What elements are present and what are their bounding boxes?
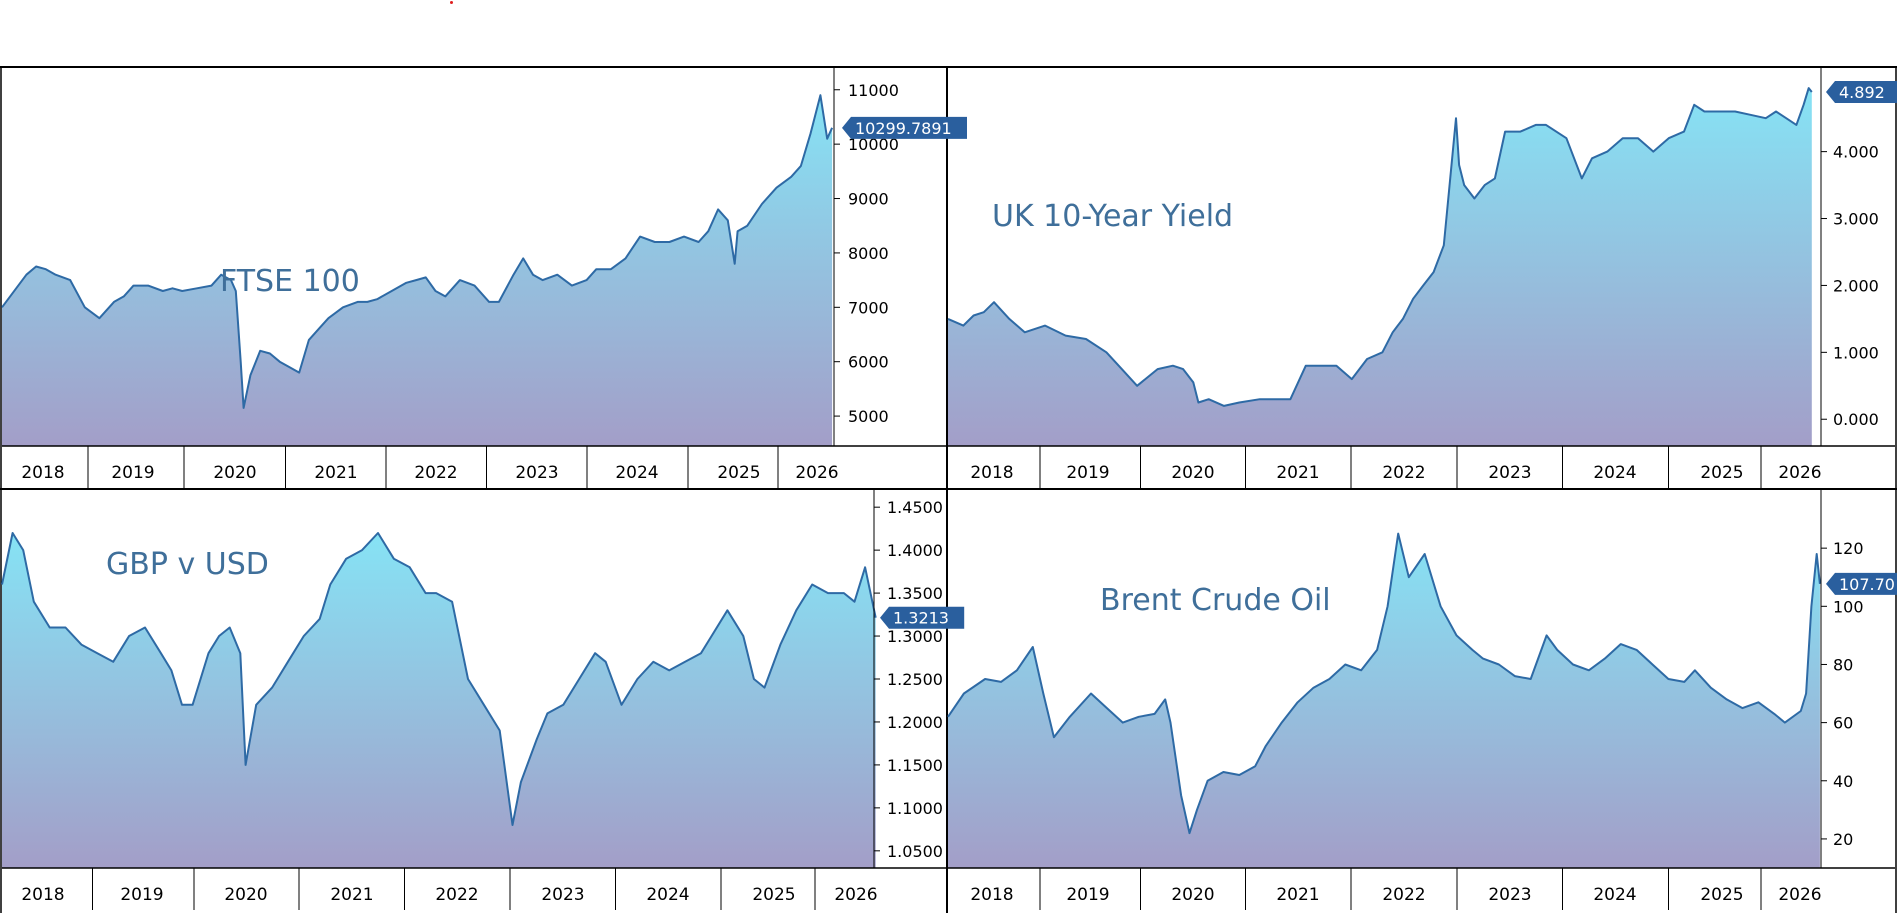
x-tick-label: 2024: [1593, 463, 1636, 483]
last-value-badge: [1826, 572, 1897, 595]
y-tick-label: 20: [1833, 830, 1853, 849]
y-tick-label: 60: [1833, 714, 1853, 733]
x-tick-label: 2026: [834, 885, 877, 905]
y-tick-label: 8000: [848, 244, 889, 263]
x-tick-label: 2022: [414, 463, 457, 483]
chart-panel-2: 2018 2019 2020 2021 2022 2023 2024 2025 2026 0.00…: [947, 68, 1897, 488]
x-tick-label: 2025: [752, 885, 795, 905]
last-value-label: 1.3213: [893, 609, 949, 628]
x-tick-label: 2025: [1700, 463, 1743, 483]
x-tick-label: 2023: [1488, 885, 1531, 905]
last-value-label: 10299.7891: [855, 119, 952, 138]
y-tick-label: 4.000: [1833, 143, 1879, 162]
y-tick-label: 40: [1833, 772, 1853, 791]
x-tick-label: 2025: [1700, 885, 1743, 905]
last-value-badge: [1826, 80, 1897, 103]
y-tick-label: 1.1500: [887, 756, 943, 775]
series-area: [948, 533, 1820, 868]
y-tick-label: 1.3500: [887, 584, 943, 603]
x-tick-label: 2026: [1778, 885, 1821, 905]
x-tick-label: 2020: [224, 885, 267, 905]
y-tick-label: 1.1000: [887, 799, 943, 818]
last-value-badge: [842, 116, 967, 139]
x-tick-label: 2021: [314, 463, 357, 483]
x-tick-label: 2021: [1276, 885, 1319, 905]
y-tick-label: 1.2500: [887, 670, 943, 689]
y-tick-label: 3.000: [1833, 210, 1879, 229]
x-tick-label: 2020: [1171, 463, 1214, 483]
y-tick-label: 0.000: [1833, 410, 1879, 429]
x-tick-label: 2019: [111, 463, 154, 483]
series-line: [947, 87, 1813, 407]
y-tick-label: 10000: [848, 135, 899, 154]
x-tick-label: 2023: [515, 463, 558, 483]
y-tick-label: 9000: [848, 190, 889, 209]
chart-panel-3: 2018 2019 2020 2021 2022 2023 2024 2025 2026 1.05…: [1, 490, 965, 910]
x-tick-label: 2022: [435, 885, 478, 905]
y-tick-label: 5000: [848, 407, 889, 426]
y-tick-label: 1.2000: [887, 713, 943, 732]
series-area: [948, 88, 1812, 446]
x-tick-label: 2023: [541, 885, 584, 905]
chart-title: Brent Crude Oil: [1100, 583, 1331, 618]
y-tick-label: 1.4500: [887, 498, 943, 517]
last-value-badge: [880, 606, 965, 629]
x-tick-label: 2020: [1171, 885, 1214, 905]
chart-title: FTSE 100: [220, 264, 360, 299]
y-tick-label: 1.4000: [887, 541, 943, 560]
y-tick-label: 6000: [848, 353, 889, 372]
chart-title: UK 10-Year Yield: [992, 199, 1233, 234]
x-tick-label: 2021: [1276, 463, 1319, 483]
y-tick-label: 1.3000: [887, 627, 943, 646]
x-tick-label: 2018: [970, 885, 1013, 905]
x-tick-label: 2023: [1488, 463, 1531, 483]
x-tick-label: 2020: [213, 463, 256, 483]
x-tick-label: 2019: [120, 885, 163, 905]
x-tick-label: 2021: [330, 885, 373, 905]
x-tick-label: 2026: [1778, 463, 1821, 483]
last-value-label: 107.70: [1839, 575, 1895, 594]
x-tick-label: 2024: [646, 885, 689, 905]
x-tick-label: 2026: [795, 463, 838, 483]
x-tick-label: 2024: [1593, 885, 1636, 905]
series-line: [947, 532, 1821, 835]
last-value-label: 4.892: [1839, 83, 1885, 102]
x-tick-label: 2022: [1382, 885, 1425, 905]
y-tick-label: 120: [1833, 539, 1864, 558]
y-tick-label: 1.0500: [887, 842, 943, 861]
series-line: [1, 94, 834, 409]
x-tick-label: 2022: [1382, 463, 1425, 483]
x-tick-label: 2025: [717, 463, 760, 483]
y-tick-label: 11000: [848, 81, 899, 100]
y-tick-label: 80: [1833, 655, 1853, 674]
x-tick-label: 2024: [615, 463, 658, 483]
series-area: [2, 95, 833, 446]
x-tick-label: 2018: [21, 885, 64, 905]
y-tick-label: 2.000: [1833, 276, 1879, 295]
x-tick-label: 2019: [1066, 885, 1109, 905]
y-tick-label: 100: [1833, 597, 1864, 616]
x-tick-label: 2019: [1066, 463, 1109, 483]
series-area: [2, 533, 876, 868]
marker-dot: [450, 1, 453, 4]
chart-panel-4: 2018 2019 2020 2021 2022 2023 2024 2025 2026 20 40…: [947, 490, 1897, 910]
x-tick-label: 2018: [21, 463, 64, 483]
y-tick-label: 1.000: [1833, 343, 1879, 362]
series-line: [1, 532, 877, 826]
y-tick-label: 7000: [848, 298, 889, 317]
chart-panel-1: 2018 2019 2020 2021 2022 2023 2024 2025 2026 5000…: [1, 68, 967, 488]
chart-title: GBP v USD: [106, 547, 269, 582]
x-tick-label: 2018: [970, 463, 1013, 483]
